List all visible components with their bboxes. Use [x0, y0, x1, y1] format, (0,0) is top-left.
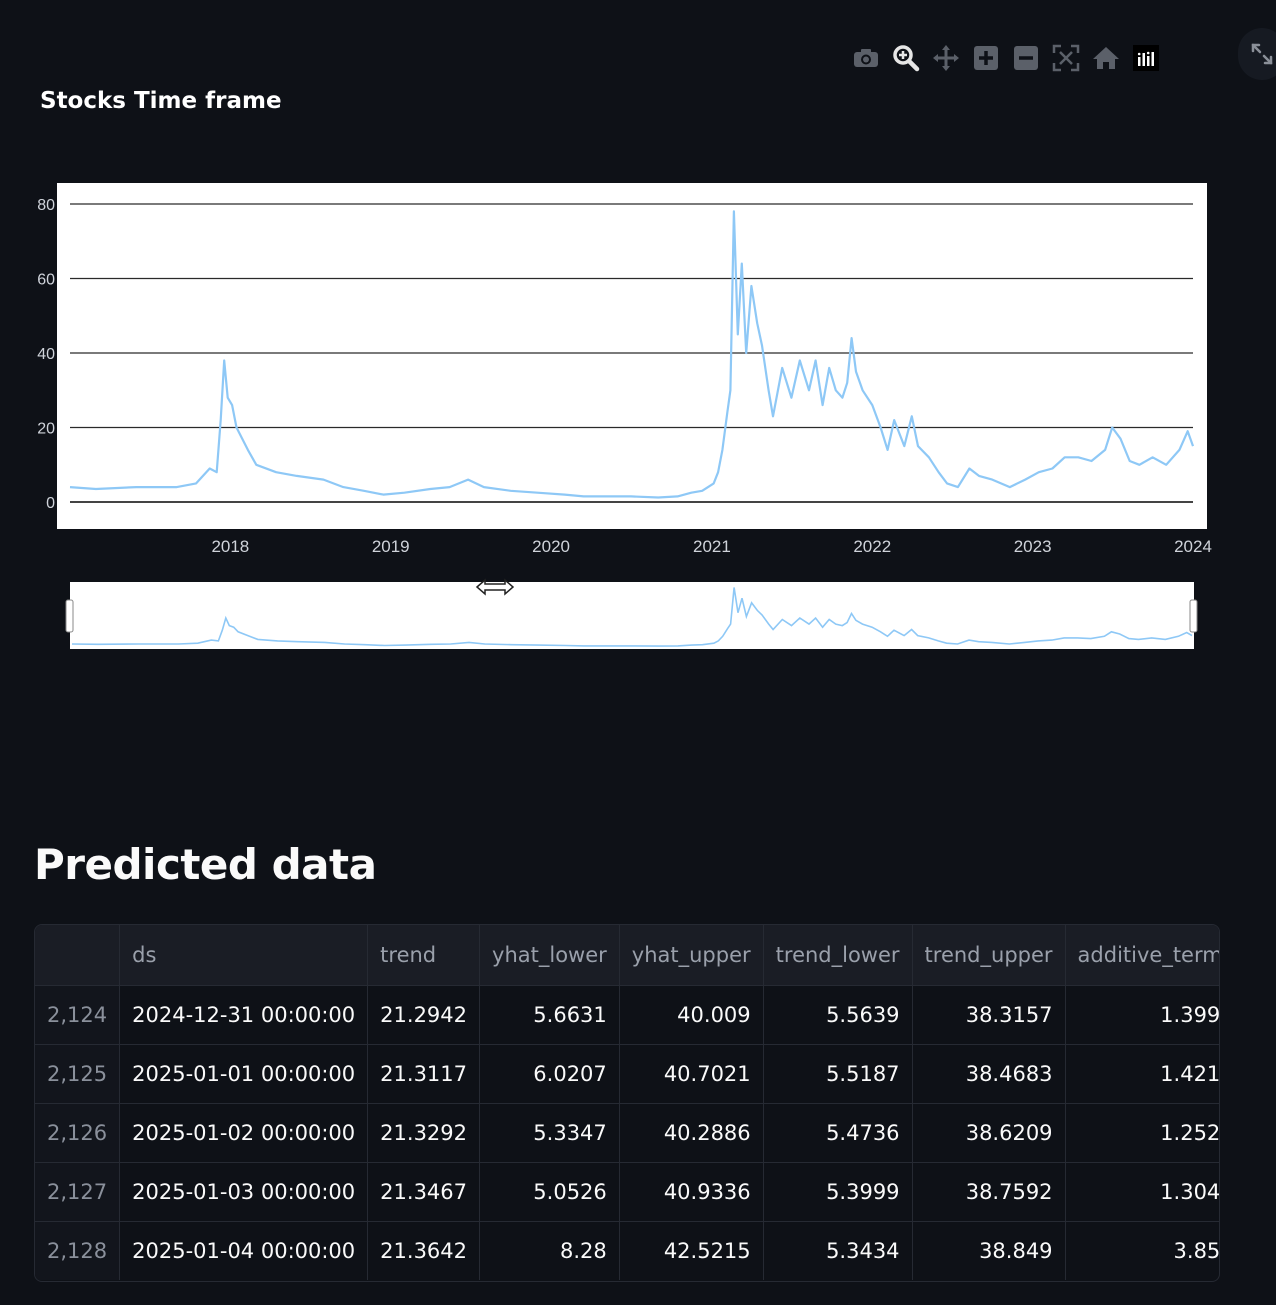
cell-yhat-upper: 40.2886	[619, 1103, 764, 1163]
column-header-trend[interactable]: trend	[367, 925, 481, 986]
column-header-trend-lower[interactable]: trend_lower	[763, 925, 913, 986]
x-tick-label: 2022	[853, 537, 891, 556]
cell-trend-upper: 38.4683	[912, 1044, 1066, 1104]
cell-trend: 21.2942	[367, 985, 481, 1045]
cell-yhat-upper: 40.009	[619, 985, 764, 1045]
cell-trend-lower: 5.5639	[763, 985, 913, 1045]
row-index: 2,126	[35, 1103, 121, 1163]
cell-trend-upper: 38.849	[912, 1221, 1066, 1280]
range-slider[interactable]	[70, 582, 1194, 649]
predicted-data-heading: Predicted data	[34, 840, 377, 889]
cell-yhat-upper: 42.5215	[619, 1221, 764, 1280]
cell-ds: 2025-01-04 00:00:00	[119, 1221, 369, 1280]
price-series-line	[69, 210, 1195, 499]
cell-trend-upper: 38.7592	[912, 1162, 1066, 1222]
column-header-yhat-upper[interactable]: yhat_upper	[619, 925, 764, 986]
cell-trend: 21.3467	[367, 1162, 481, 1222]
x-tick-label: 2020	[532, 537, 570, 556]
zoom-icon[interactable]	[886, 40, 926, 76]
pan-icon[interactable]	[926, 40, 966, 76]
cell-ds: 2024-12-31 00:00:00	[119, 985, 369, 1045]
home-icon[interactable]	[1086, 40, 1126, 76]
cell-ds: 2025-01-02 00:00:00	[119, 1103, 369, 1163]
column-header-trend-upper[interactable]: trend_upper	[912, 925, 1066, 986]
camera-icon[interactable]	[846, 40, 886, 76]
range-slider-right-handle[interactable]	[1189, 599, 1198, 633]
cell-trend-upper: 38.3157	[912, 985, 1066, 1045]
expand-icon	[1251, 43, 1273, 65]
range-slider-left-handle[interactable]	[65, 599, 74, 633]
cell-additive-terms: 3.857	[1065, 1221, 1219, 1280]
x-tick-label: 2021	[693, 537, 731, 556]
x-tick-label: 2019	[372, 537, 410, 556]
predicted-data-table[interactable]: ds trend yhat_lower yhat_upper trend_low…	[34, 924, 1220, 1282]
table-row[interactable]: 2,126 2025-01-02 00:00:00 21.3292 5.3347…	[35, 1103, 1219, 1163]
column-header-yhat-lower[interactable]: yhat_lower	[479, 925, 620, 986]
x-tick-label: 2024	[1174, 537, 1212, 556]
y-tick-label: 20	[37, 421, 55, 438]
cell-trend-lower: 5.5187	[763, 1044, 913, 1104]
cell-yhat-lower: 5.6631	[479, 985, 620, 1045]
cell-trend: 21.3292	[367, 1103, 481, 1163]
column-header-ds[interactable]: ds	[119, 925, 369, 986]
cell-additive-terms: 1.3993	[1065, 985, 1219, 1045]
cell-yhat-upper: 40.9336	[619, 1162, 764, 1222]
cell-yhat-lower: 5.0526	[479, 1162, 620, 1222]
cell-ds: 2025-01-01 00:00:00	[119, 1044, 369, 1104]
cell-trend-lower: 5.4736	[763, 1103, 913, 1163]
plot-area	[57, 183, 1207, 529]
stocks-line-chart[interactable]: 0 20 40 60 80 2018 2019 2020 2021 2022 2023 2024	[0, 0, 1276, 700]
row-index: 2,128	[35, 1221, 121, 1280]
chart-title: Stocks Time frame	[40, 88, 282, 114]
cell-trend-lower: 5.3999	[763, 1162, 913, 1222]
range-slider-series-line	[71, 587, 1193, 647]
y-tick-label: 0	[46, 495, 55, 512]
table-row[interactable]: 2,125 2025-01-01 00:00:00 21.3117 6.0207…	[35, 1044, 1219, 1104]
x-tick-label: 2018	[211, 537, 249, 556]
row-index: 2,124	[35, 985, 121, 1045]
cell-additive-terms: 1.2525	[1065, 1103, 1219, 1163]
table-row[interactable]: 2,128 2025-01-04 00:00:00 21.3642 8.28 4…	[35, 1221, 1219, 1280]
cell-additive-terms: 1.4218	[1065, 1044, 1219, 1104]
plotly-logo-icon[interactable]	[1126, 40, 1166, 76]
cell-trend: 21.3117	[367, 1044, 481, 1104]
cell-trend-upper: 38.6209	[912, 1103, 1066, 1163]
row-index: 2,125	[35, 1044, 121, 1104]
x-tick-label: 2023	[1014, 537, 1052, 556]
y-tick-label: 60	[37, 272, 55, 289]
table-header-row: ds trend yhat_lower yhat_upper trend_low…	[35, 925, 1219, 986]
cell-yhat-lower: 8.28	[479, 1221, 620, 1280]
fullscreen-button[interactable]	[1238, 28, 1276, 80]
table-row[interactable]: 2,127 2025-01-03 00:00:00 21.3467 5.0526…	[35, 1162, 1219, 1222]
y-tick-label: 80	[37, 197, 55, 214]
resize-cursor-icon	[475, 578, 515, 596]
cell-trend-lower: 5.3434	[763, 1221, 913, 1280]
y-tick-label: 40	[37, 346, 55, 363]
cell-ds: 2025-01-03 00:00:00	[119, 1162, 369, 1222]
cell-yhat-upper: 40.7021	[619, 1044, 764, 1104]
zoom-out-icon[interactable]	[1006, 40, 1046, 76]
cell-yhat-lower: 5.3347	[479, 1103, 620, 1163]
zoom-in-icon[interactable]	[966, 40, 1006, 76]
column-header-additive-terms[interactable]: additive_terms	[1065, 925, 1219, 986]
chart-modebar	[846, 40, 1166, 76]
cell-trend: 21.3642	[367, 1221, 481, 1280]
column-header-index[interactable]	[35, 925, 121, 986]
cell-yhat-lower: 6.0207	[479, 1044, 620, 1104]
table-row[interactable]: 2,124 2024-12-31 00:00:00 21.2942 5.6631…	[35, 985, 1219, 1045]
row-index: 2,127	[35, 1162, 121, 1222]
autoscale-icon[interactable]	[1046, 40, 1086, 76]
